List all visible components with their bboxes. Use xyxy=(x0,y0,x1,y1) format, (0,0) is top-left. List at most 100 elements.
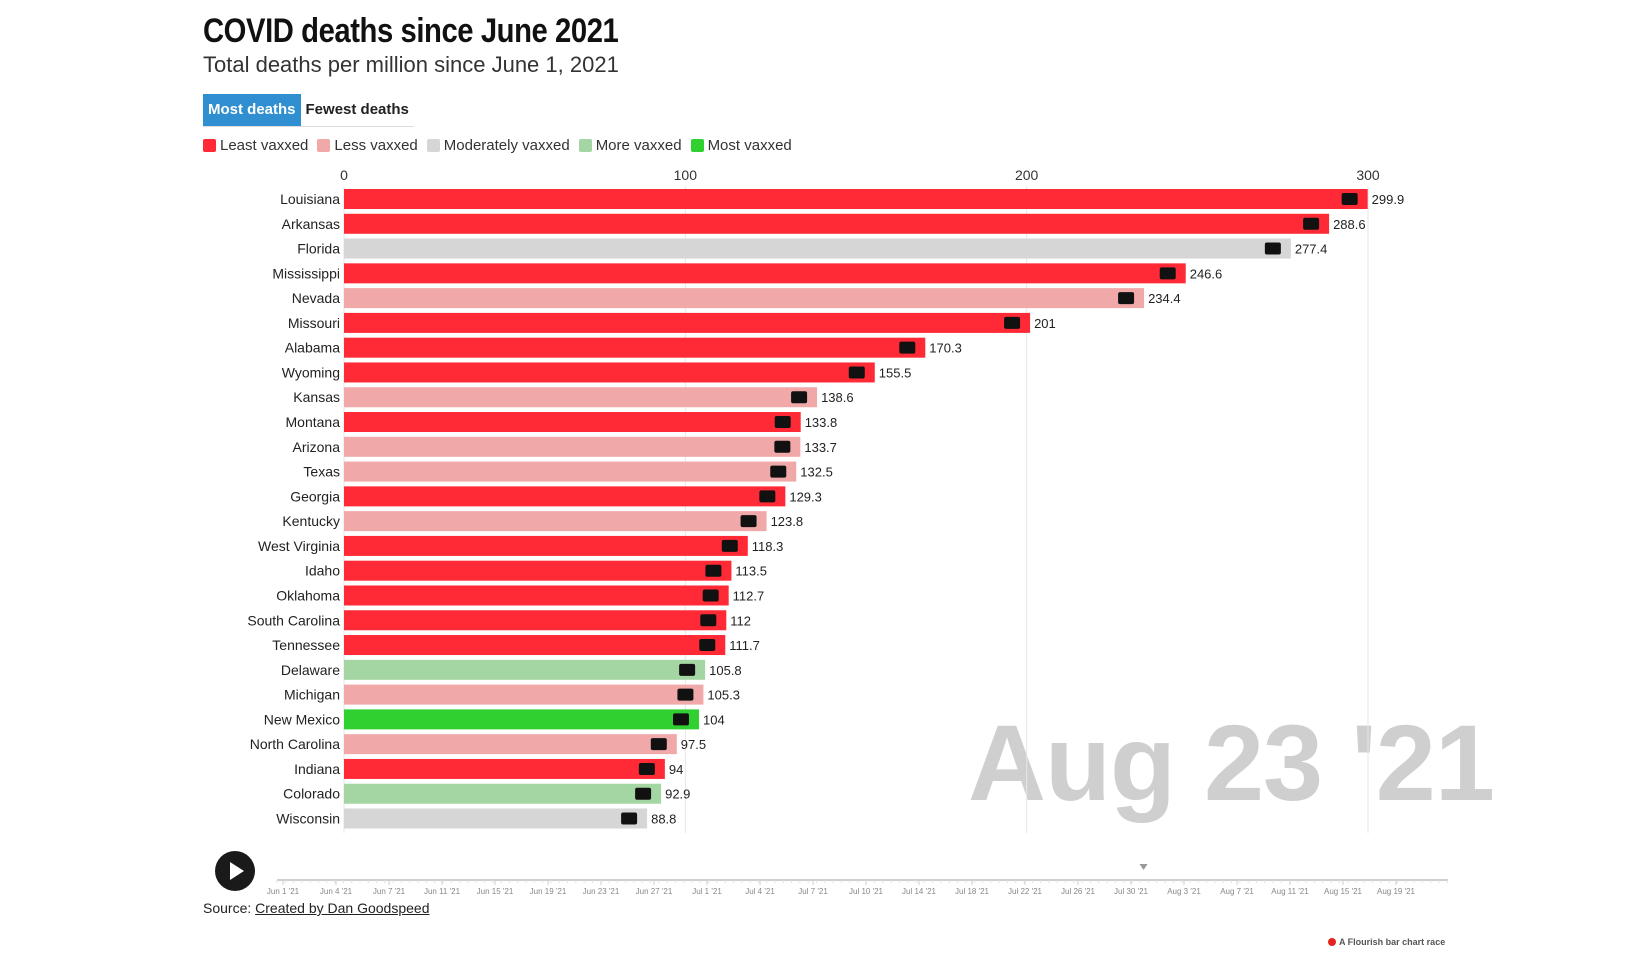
bar xyxy=(344,610,727,631)
timeline-tick-label: Jul 22 '21 xyxy=(1008,887,1043,896)
bar xyxy=(344,709,699,730)
legend-label: Most vaxxed xyxy=(707,137,792,154)
bar xyxy=(344,585,729,606)
timeline-tick-label: Aug 15 '21 xyxy=(1324,887,1363,896)
current-date-overlay: Aug 23 '21 xyxy=(968,702,1495,823)
bar xyxy=(344,535,748,556)
bar xyxy=(344,238,1291,259)
timeline-tick-label: Jul 7 '21 xyxy=(798,887,828,896)
legend-item-less-vaxxed[interactable]: Less vaxxed xyxy=(317,137,418,154)
play-icon xyxy=(230,862,244,880)
bar xyxy=(344,362,875,383)
state-shape-icon xyxy=(770,465,787,478)
bar xyxy=(344,684,704,705)
x-tick-label: 200 xyxy=(1015,167,1039,183)
legend-item-least-vaxxed[interactable]: Least vaxxed xyxy=(203,137,308,154)
timeline-tick-label: Aug 11 '21 xyxy=(1271,887,1309,896)
timeline-tick-label: Aug 3 '21 xyxy=(1167,887,1201,896)
category-label: Kentucky xyxy=(282,513,340,529)
timeline-tick-label: Jul 14 '21 xyxy=(902,887,937,896)
timeline-tick-label: Jun 4 '21 xyxy=(320,887,353,896)
state-shape-icon xyxy=(638,762,655,775)
flourish-credit[interactable]: A Flourish bar chart race xyxy=(1328,937,1445,947)
flourish-logo-icon xyxy=(1328,938,1336,946)
bar xyxy=(344,263,1186,284)
state-shape-icon xyxy=(740,515,757,528)
source-link[interactable]: Created by Dan Goodspeed xyxy=(255,900,430,916)
value-label: 170.3 xyxy=(929,341,962,356)
chart-title: COVID deaths since June 2021 xyxy=(203,12,619,50)
timeline-tick-label: Jun 19 '21 xyxy=(530,887,567,896)
state-shape-icon xyxy=(672,713,689,726)
timeline-tick-label: Jul 1 '21 xyxy=(692,887,722,896)
bar xyxy=(344,412,801,433)
legend-label: Moderately vaxxed xyxy=(443,137,570,154)
x-tick-label: 0 xyxy=(340,167,348,183)
timeline-tick-label: Jun 15 '21 xyxy=(477,887,514,896)
legend-item-more-vaxxed[interactable]: More vaxxed xyxy=(578,137,682,154)
tab-most-deaths[interactable]: Most deaths xyxy=(203,94,301,126)
bar xyxy=(344,734,677,755)
category-label: Idaho xyxy=(305,563,340,579)
bar xyxy=(344,213,1330,234)
timeline-tick-label: Jul 4 '21 xyxy=(745,887,775,896)
play-button[interactable] xyxy=(215,851,255,891)
value-label: 123.8 xyxy=(771,514,804,529)
category-label: Mississippi xyxy=(272,265,340,281)
timeline-tick-label: Jul 26 '21 xyxy=(1061,887,1096,896)
bar xyxy=(344,461,797,482)
bar xyxy=(344,189,1368,209)
state-shape-icon xyxy=(1341,193,1358,205)
bar xyxy=(344,659,706,680)
category-label: Georgia xyxy=(290,488,340,504)
value-label: 112.7 xyxy=(733,588,765,603)
legend-swatch xyxy=(690,139,704,152)
value-label: 112 xyxy=(730,613,751,628)
value-label: 133.7 xyxy=(804,440,837,455)
category-label: Michigan xyxy=(284,687,340,703)
value-label: 129.3 xyxy=(789,489,822,504)
state-shape-icon xyxy=(1159,267,1176,280)
value-label: 97.5 xyxy=(681,737,706,752)
tab-fewest-deaths[interactable]: Fewest deaths xyxy=(305,101,409,118)
category-label: Alabama xyxy=(285,340,340,356)
category-label: Montana xyxy=(286,414,341,430)
legend-label: More vaxxed xyxy=(595,137,682,154)
timeline-tick-label: Jul 10 '21 xyxy=(849,887,884,896)
state-shape-icon xyxy=(1004,316,1021,329)
legend-item-most-vaxxed[interactable]: Most vaxxed xyxy=(690,137,792,154)
category-label: North Carolina xyxy=(250,736,340,752)
value-label: 133.8 xyxy=(805,415,838,430)
legend-swatch xyxy=(317,139,331,152)
state-shape-icon xyxy=(1303,217,1320,230)
timeline-tick-label: Jul 18 '21 xyxy=(955,887,990,896)
value-label: 155.5 xyxy=(879,365,912,380)
state-shape-icon xyxy=(848,366,865,379)
state-shape-icon xyxy=(1264,242,1281,255)
bar xyxy=(344,635,726,656)
legend: Least vaxxed Less vaxxed Moderately vaxx… xyxy=(203,137,801,154)
state-shape-icon xyxy=(774,440,791,453)
category-label: Tennessee xyxy=(272,637,340,653)
value-label: 138.6 xyxy=(821,390,854,405)
value-label: 94 xyxy=(669,762,683,777)
state-shape-icon xyxy=(1118,292,1135,305)
legend-item-moderately-vaxxed[interactable]: Moderately vaxxed xyxy=(426,137,570,154)
category-label: Arkansas xyxy=(282,216,340,232)
category-label: Texas xyxy=(303,464,340,480)
legend-swatch xyxy=(426,139,440,152)
bar xyxy=(344,387,818,408)
value-label: 288.6 xyxy=(1333,217,1366,232)
legend-swatch xyxy=(203,139,216,152)
category-label: South Carolina xyxy=(247,612,340,628)
category-label: Wisconsin xyxy=(276,811,340,827)
legend-label: Least vaxxed xyxy=(220,137,309,154)
bar xyxy=(344,783,662,804)
timeline-handle[interactable] xyxy=(1139,864,1148,870)
bar xyxy=(344,808,648,829)
bar xyxy=(344,337,926,358)
category-label: Delaware xyxy=(281,662,340,678)
category-label: Nevada xyxy=(292,290,340,306)
value-label: 105.8 xyxy=(709,663,742,678)
